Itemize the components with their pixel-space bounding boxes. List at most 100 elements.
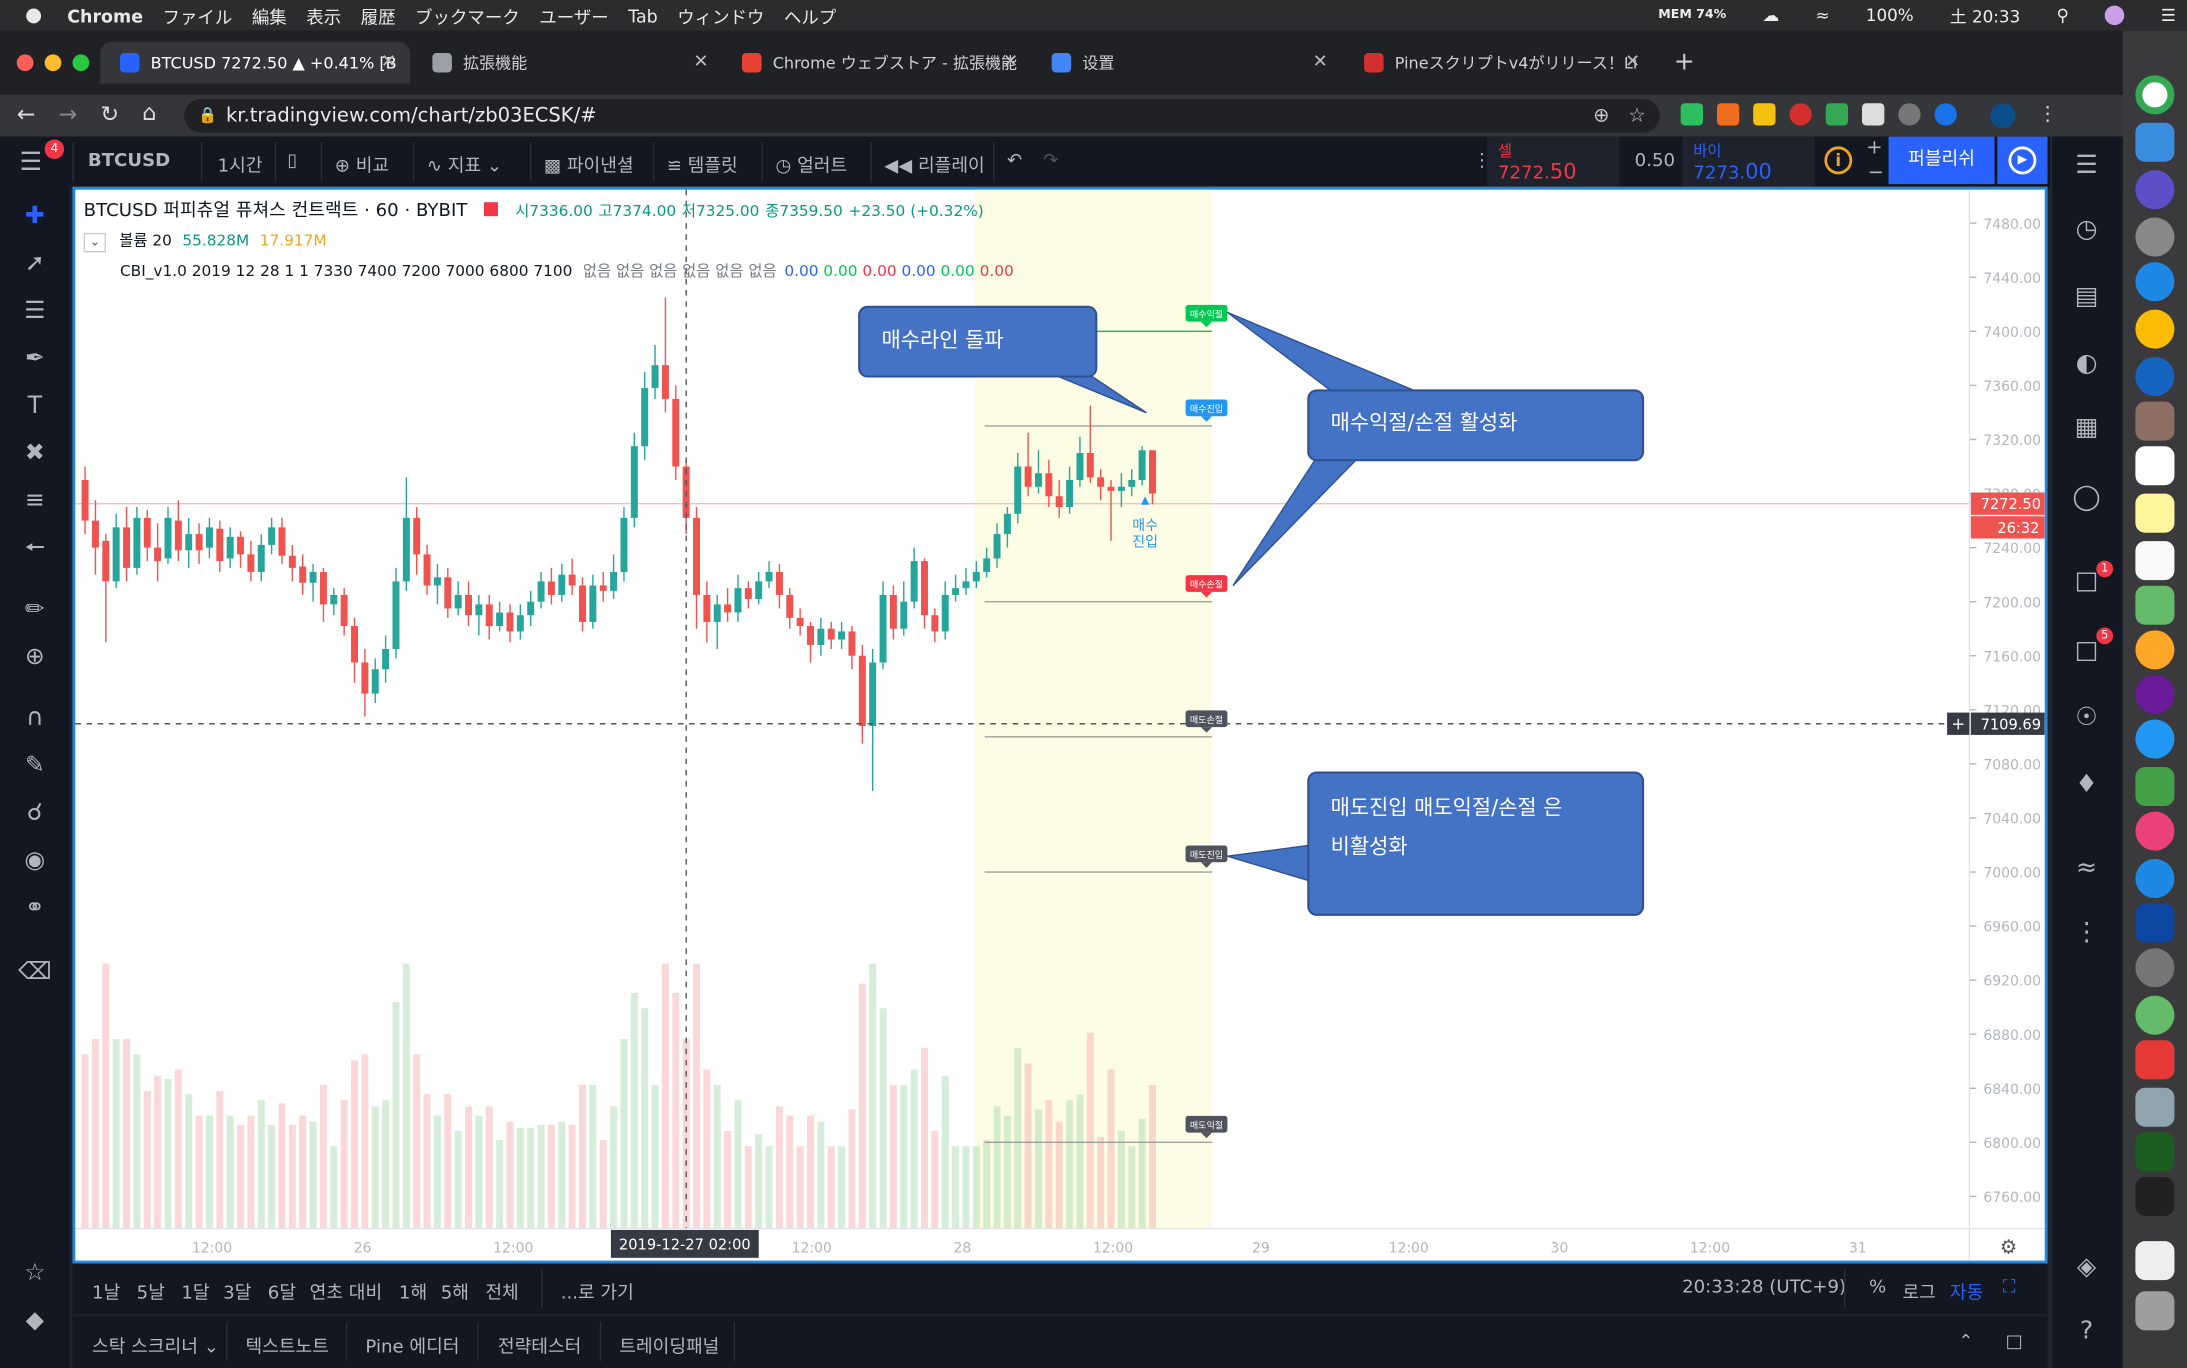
back-arrow-icon[interactable]: 🠔 [24, 534, 46, 562]
pattern-chart-icon[interactable]: ≈ [2076, 853, 2098, 883]
menu-window[interactable]: ウィンドウ [677, 6, 765, 28]
zoom-in-icon[interactable]: ⊕ [24, 642, 45, 671]
reload-icon[interactable]: ↻ [100, 100, 120, 127]
evernote-icon[interactable] [1680, 103, 1704, 126]
stream-icon[interactable]: ☉ [2075, 702, 2098, 733]
chart-area[interactable]: 7480.007440.007400.007360.007320.007280.… [72, 186, 2048, 1264]
main-menu-icon[interactable]: ☰ [19, 147, 43, 178]
range-ytd[interactable]: 연초 대비 [309, 1282, 383, 1304]
lock-icon[interactable]: ☌ [26, 799, 43, 827]
tab-text-notes[interactable]: 텍스트노트 [245, 1337, 329, 1359]
notification-center-icon[interactable]: ☰ [2160, 5, 2176, 26]
chrome-menu-icon[interactable]: ⋮ [2037, 103, 2058, 126]
wifi-icon[interactable]: ≈ [1815, 5, 1830, 26]
menu-history[interactable]: 履歴 [360, 6, 396, 28]
menu-tab[interactable]: Tab [628, 4, 658, 26]
trendline-icon[interactable]: ➚ [24, 249, 45, 278]
calendar-icon[interactable]: ▦ [2074, 412, 2099, 443]
imovie-dock-icon[interactable] [2135, 674, 2175, 714]
close-icon[interactable]: ✕ [693, 51, 709, 73]
fullscreen-icon[interactable]: ⛶ [2002, 1277, 2016, 1299]
menu-view[interactable]: 表示 [306, 6, 342, 28]
trash-dock-icon[interactable] [2135, 1291, 2175, 1331]
tab-strategy-tester[interactable]: 전략테스터 [497, 1337, 582, 1359]
collapse-chevron-icon[interactable]: ⌄ [83, 232, 107, 253]
symbol-search[interactable]: BTCUSD [87, 150, 171, 172]
close-icon[interactable]: ✕ [380, 51, 397, 73]
finder-dock-icon[interactable] [2135, 122, 2175, 162]
maps-dock-icon[interactable] [2135, 356, 2175, 397]
hotlist-icon[interactable]: ◐ [2075, 348, 2098, 378]
tab-pine-script[interactable]: Pineスクリプトv4がリリース！Li ✕ [1345, 42, 1655, 84]
data-window-icon[interactable]: ▤ [2074, 281, 2099, 311]
maps-alt-dock-icon[interactable] [2135, 585, 2175, 625]
link-icon[interactable]: ⚭ [24, 893, 45, 922]
alert-button[interactable]: ◷ 얼러트 [775, 151, 847, 177]
bookmark-star-icon[interactable]: ☆ [1628, 104, 1646, 127]
close-icon[interactable]: ✕ [1625, 51, 1641, 73]
brokers-icon[interactable]: ◈ [2076, 1252, 2097, 1282]
minus-icon[interactable]: − [1867, 161, 1884, 185]
collapse-panel-icon[interactable]: ⌃ [1958, 1331, 1974, 1353]
text-icon[interactable]: T [27, 391, 43, 420]
chat-icon[interactable]: □ [2074, 566, 2099, 596]
window-close-button[interactable] [16, 54, 34, 72]
profile-avatar[interactable] [1990, 103, 2016, 129]
vscode-dock-icon[interactable] [2135, 903, 2175, 943]
favorites-star-icon[interactable]: ☆ [24, 1259, 46, 1288]
crosshair-icon[interactable]: ✚ [24, 202, 45, 231]
forecast-icon[interactable]: ≡ [24, 486, 45, 515]
plus-icon[interactable]: + [1866, 136, 1883, 159]
clock[interactable]: 土 20:33 [1949, 6, 2021, 26]
notes-book-dock-icon[interactable] [2135, 401, 2175, 441]
siri-dock-icon[interactable] [2135, 170, 2175, 210]
close-icon[interactable]: ✕ [1002, 51, 1019, 73]
range-1m[interactable]: 1달 [181, 1282, 210, 1304]
brush-icon[interactable]: ✒ [24, 344, 45, 373]
watchlist-icon[interactable]: ☰ [2075, 150, 2098, 180]
notifications-bell-icon[interactable]: ♦ [2075, 769, 2098, 800]
photo-ext-icon[interactable] [1862, 103, 1885, 126]
url-input[interactable]: 🔒 kr.tradingview.com/chart/zb03ECSK/# ⊕ … [184, 99, 1660, 133]
cloud-ext-icon[interactable] [1898, 103, 1921, 126]
redo-icon[interactable]: ↷ [1043, 150, 1059, 172]
notes-ext-icon[interactable] [1753, 103, 1776, 126]
chart-type-icon[interactable]: ▯ [287, 150, 298, 172]
ruler-icon[interactable]: ✏ [24, 595, 45, 624]
tab-tradingview[interactable]: BTCUSD 7272.50 ▲ +0.41% [B ✕ [100, 41, 411, 84]
tab-pine-editor[interactable]: Pine 에디터 [365, 1337, 460, 1359]
range-5y[interactable]: 5해 [440, 1282, 469, 1304]
menu-help[interactable]: ヘルプ [783, 6, 837, 28]
eye-icon[interactable]: ◉ [24, 846, 46, 875]
range-3m[interactable]: 3달 [223, 1282, 252, 1304]
sell-button[interactable]: 셀 7272.50 [1486, 136, 1620, 187]
goto-date[interactable]: ...로 가기 [560, 1282, 634, 1304]
maximize-panel-icon[interactable]: □ [2005, 1331, 2023, 1353]
pattern-icon[interactable]: ✖ [24, 439, 45, 468]
fib-icon[interactable]: ☰ [24, 297, 46, 325]
notes-dock-icon[interactable] [2135, 493, 2175, 533]
bear-b-dock-icon[interactable] [2135, 1040, 2175, 1080]
menu-edit[interactable]: 編集 [251, 6, 287, 28]
launchpad-dock-icon[interactable] [2135, 217, 2175, 257]
menubar-app-name[interactable]: Chrome [67, 4, 144, 26]
volume-label[interactable]: 볼륨 20 [119, 231, 172, 250]
tab-webstore[interactable]: Chrome ウェブストア - 拡張機能 ✕ [722, 42, 1032, 84]
legend-title[interactable]: BTCUSD 퍼피츄얼 퓨쳐스 컨트랙트 · 60 · BYBIT [83, 200, 468, 222]
photos-dock-icon[interactable] [2135, 630, 2175, 670]
auto-toggle[interactable]: 자동 [1949, 1282, 1984, 1304]
interval-button[interactable]: 1시간 [217, 156, 263, 178]
range-1y[interactable]: 1해 [398, 1282, 428, 1304]
range-1d[interactable]: 1날 [92, 1282, 121, 1304]
replay-button[interactable]: ◀◀ 리플레이 [884, 151, 984, 177]
templates-button[interactable]: ≌ 템플릿 [667, 151, 738, 177]
siri-icon[interactable] [2105, 5, 2125, 26]
menu-bookmarks[interactable]: ブックマーク [415, 6, 520, 28]
tab-stock-screener[interactable]: 스탁 스크리너 ⌄ [92, 1332, 219, 1358]
tab-trading-panel[interactable]: 트레이딩패널 [619, 1337, 720, 1359]
zoom-icon[interactable]: ⊕ [1593, 104, 1610, 127]
messages-dock-icon[interactable] [2135, 719, 2175, 759]
mem-status[interactable]: MEM 74% [1658, 8, 1727, 23]
window-zoom-button[interactable] [72, 54, 90, 72]
forward-icon[interactable]: → [58, 100, 78, 127]
